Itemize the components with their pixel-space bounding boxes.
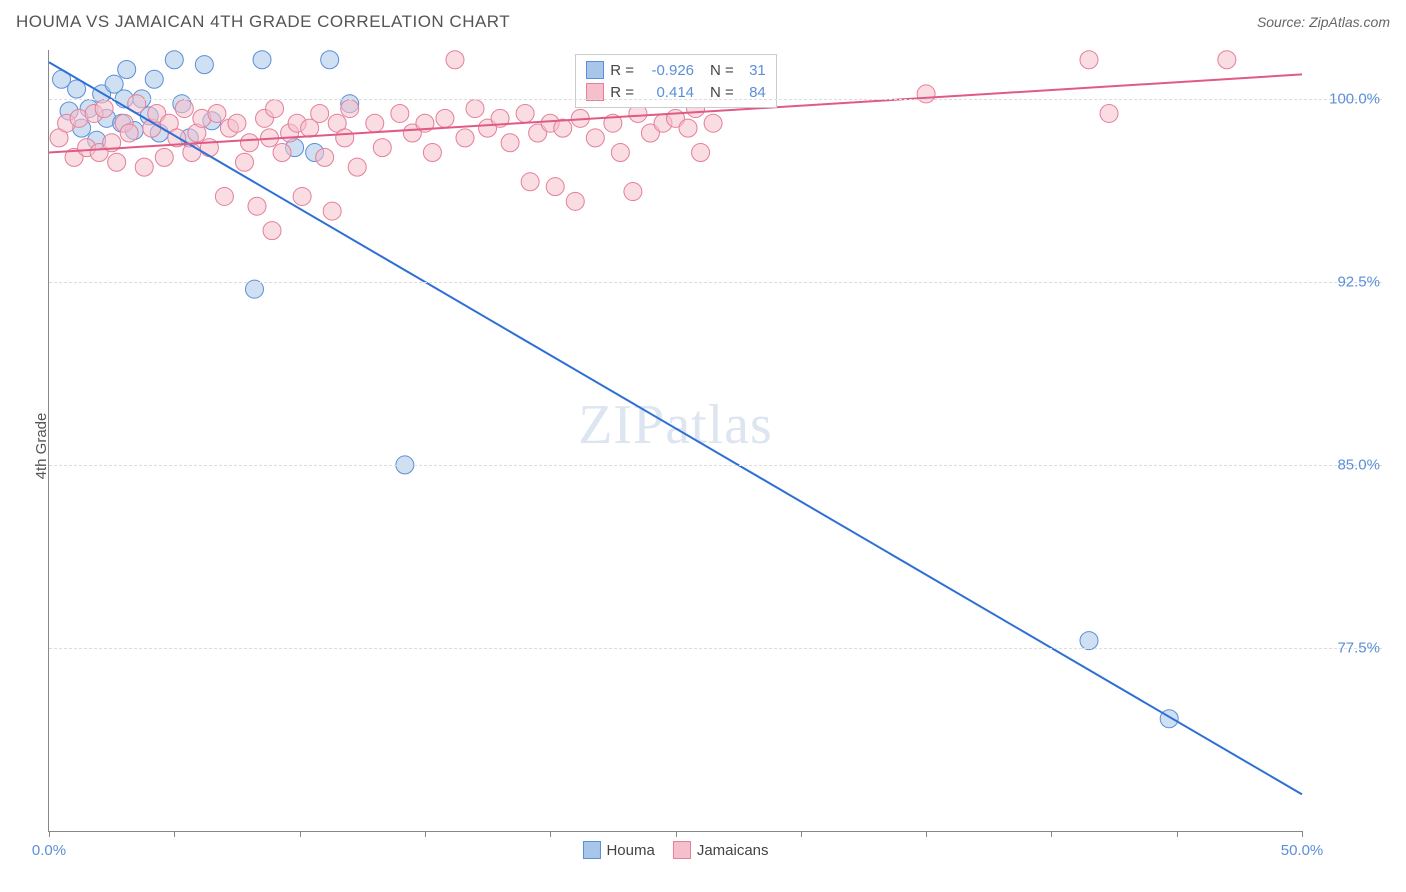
source-label: Source: ZipAtlas.com xyxy=(1257,14,1390,30)
x-tick-label: 0.0% xyxy=(32,842,66,859)
data-point xyxy=(321,51,339,69)
data-point xyxy=(118,61,136,79)
legend-swatch xyxy=(586,61,604,79)
data-point xyxy=(704,114,722,132)
chart-plot-area: ZIPatlas R = -0.926 N = 31 R = 0.414 N =… xyxy=(48,50,1302,832)
data-point xyxy=(373,139,391,157)
data-point xyxy=(521,173,539,191)
data-point xyxy=(1218,51,1236,69)
data-point xyxy=(195,56,213,74)
legend-swatch xyxy=(673,841,691,859)
legend-r-value: -0.926 xyxy=(640,62,694,79)
data-point xyxy=(273,144,291,162)
trend-line xyxy=(49,62,1302,794)
data-point xyxy=(586,129,604,147)
data-point xyxy=(253,51,271,69)
data-point xyxy=(215,187,233,205)
y-tick-label: 100.0% xyxy=(1329,90,1380,107)
data-point xyxy=(516,104,534,122)
data-point xyxy=(692,144,710,162)
data-point xyxy=(316,148,334,166)
legend-swatch xyxy=(582,841,600,859)
data-point xyxy=(501,134,519,152)
data-point xyxy=(155,148,173,166)
data-point xyxy=(235,153,253,171)
legend-series-label: Houma xyxy=(606,842,654,859)
data-point xyxy=(348,158,366,176)
legend-series-label: Jamaicans xyxy=(697,842,769,859)
data-point xyxy=(624,183,642,201)
data-point xyxy=(1080,51,1098,69)
data-point xyxy=(323,202,341,220)
data-point xyxy=(423,144,441,162)
series-legend: Houma Jamaicans xyxy=(582,841,768,859)
data-point xyxy=(1100,104,1118,122)
data-point xyxy=(466,100,484,118)
data-point xyxy=(546,178,564,196)
data-point xyxy=(165,51,183,69)
data-point xyxy=(366,114,384,132)
data-point xyxy=(108,153,126,171)
data-point xyxy=(611,144,629,162)
data-point xyxy=(1080,632,1098,650)
legend-n-value: 31 xyxy=(740,62,766,79)
data-point xyxy=(341,100,359,118)
data-point xyxy=(145,70,163,88)
chart-title: HOUMA VS JAMAICAN 4TH GRADE CORRELATION … xyxy=(16,12,510,32)
data-point xyxy=(175,100,193,118)
data-point xyxy=(293,187,311,205)
data-point xyxy=(566,192,584,210)
data-point xyxy=(120,124,138,142)
data-point xyxy=(456,129,474,147)
data-point xyxy=(135,158,153,176)
y-tick-label: 85.0% xyxy=(1337,456,1380,473)
data-point xyxy=(679,119,697,137)
legend-n-label: N = xyxy=(710,62,734,79)
chart-svg xyxy=(49,50,1302,831)
correlation-legend: R = -0.926 N = 31 R = 0.414 N = 84 xyxy=(575,54,777,108)
data-point xyxy=(240,134,258,152)
data-point xyxy=(95,100,113,118)
data-point xyxy=(266,100,284,118)
data-point xyxy=(436,109,454,127)
data-point xyxy=(263,222,281,240)
data-point xyxy=(336,129,354,147)
x-tick-label: 50.0% xyxy=(1281,842,1324,859)
data-point xyxy=(446,51,464,69)
legend-r-label: R = xyxy=(610,62,634,79)
data-point xyxy=(248,197,266,215)
data-point xyxy=(208,104,226,122)
y-tick-label: 92.5% xyxy=(1337,273,1380,290)
y-tick-label: 77.5% xyxy=(1337,639,1380,656)
data-point xyxy=(311,104,329,122)
data-point xyxy=(245,280,263,298)
data-point xyxy=(917,85,935,103)
data-point xyxy=(391,104,409,122)
data-point xyxy=(228,114,246,132)
